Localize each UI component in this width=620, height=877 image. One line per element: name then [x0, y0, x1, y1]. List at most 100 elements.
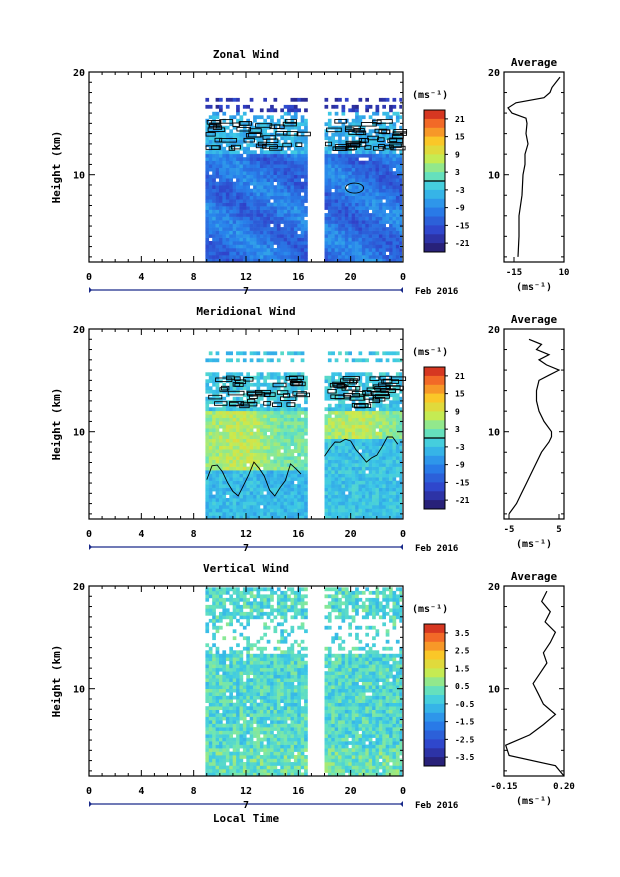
day-label: 7	[243, 286, 249, 297]
profile-y-tick-label: 20	[488, 68, 500, 79]
x-tick-label: 16	[292, 786, 304, 797]
y-axis-label: Height (km)	[50, 388, 63, 461]
profile-x-axis-label: (ms⁻¹)	[516, 282, 552, 293]
profile-x-axis-label: (ms⁻¹)	[516, 539, 552, 550]
colorbar-tick-label: -9	[455, 461, 465, 470]
colorbar-tick-label: 9	[455, 150, 460, 159]
profile-line	[509, 339, 559, 514]
day-label: 7	[243, 800, 249, 811]
profile-x-tick-label: 5	[556, 525, 561, 535]
colorbar-tick-label: 0.5	[455, 682, 470, 691]
colorbar-tick-label: -15	[455, 221, 470, 230]
profile-line	[508, 77, 560, 257]
colorbar-tick-label: 15	[455, 390, 465, 399]
colorbar-tick-label: -3	[455, 186, 465, 195]
panel-title: Vertical Wind	[203, 562, 289, 575]
heatmap-vert	[205, 587, 402, 776]
panel-zonal: Zonal Wind 10 20 Height (km) 0 4 8 12 16 20 0 7 Feb …	[50, 48, 569, 297]
panel-merid: Meridional Wind 10 20 Height (km) 0 4 8 12 16 20 0…	[50, 305, 564, 554]
day-label: 7	[243, 543, 249, 554]
colorbar-tick-label: 1.5	[455, 664, 470, 673]
y-tick-label: 10	[73, 428, 85, 439]
colorbar-zonal: 21 15 9 3 -3 -9 -15 -21 (ms⁻¹)	[412, 90, 470, 253]
x-tick-label: 0	[86, 529, 92, 540]
colorbar-unit: (ms⁻¹)	[412, 604, 448, 615]
profile-merid: Average 10 20 -5 5 (ms⁻¹)	[488, 313, 564, 550]
colorbar-tick-label: -2.5	[455, 735, 474, 744]
colorbar-tick-label: -1.5	[455, 718, 474, 727]
x-tick-label: 12	[240, 529, 252, 540]
profile-x-axis-label: (ms⁻¹)	[516, 796, 552, 807]
colorbar-unit: (ms⁻¹)	[412, 347, 448, 358]
x-tick-label: 0	[86, 272, 92, 283]
profile-x-tick-label: -5	[504, 525, 515, 535]
x-tick-label: 0	[400, 529, 406, 540]
colorbar-tick-label: 3	[455, 168, 460, 177]
profile-y-tick-label: 10	[488, 428, 500, 439]
colorbar-tick-label: 15	[455, 133, 465, 142]
profile-x-tick-label: -15	[506, 268, 522, 278]
y-axis-label: Height (km)	[50, 131, 63, 204]
y-axis-label: Height (km)	[50, 645, 63, 718]
colorbar-unit: (ms⁻¹)	[412, 90, 448, 101]
x-tick-label: 16	[292, 272, 304, 283]
x-tick-label: 20	[345, 786, 357, 797]
x-axis-label: Local Time	[213, 812, 280, 825]
profile-y-tick-label: 10	[488, 171, 500, 182]
colorbar-tick-label: 3.5	[455, 629, 470, 638]
profile-vert: Average 10 20 -0.15 0.20(ms⁻¹)	[488, 570, 575, 807]
colorbar-tick-label: -15	[455, 478, 470, 487]
colorbar-tick-label: -9	[455, 204, 465, 213]
x-tick-label: 20	[345, 529, 357, 540]
y-tick-label: 20	[73, 325, 85, 336]
profile-zonal: Average 10 20 -15 10 (ms⁻¹)	[488, 56, 569, 293]
colorbar-vert: 3.5 2.5 1.5 0.5 -0.5 -1.5 -2.5 -3.5 (ms⁻¹)	[412, 604, 474, 767]
x-tick-label: 8	[191, 272, 197, 283]
x-tick-label: 4	[138, 786, 144, 797]
x-tick-label: 8	[191, 529, 197, 540]
x-tick-label: 4	[138, 529, 144, 540]
profile-x-tick-label: -0.15	[490, 782, 517, 792]
profile-y-tick-label: 20	[488, 582, 500, 593]
colorbar-tick-label: -3.5	[455, 753, 474, 762]
profile-title: Average	[511, 570, 558, 583]
x-tick-label: 12	[240, 786, 252, 797]
colorbar-tick-label: 3	[455, 425, 460, 434]
x-tick-label: 12	[240, 272, 252, 283]
profile-frame	[504, 72, 564, 262]
date-label: Feb 2016	[415, 801, 458, 811]
profile-x-tick-label: 0.20	[553, 782, 575, 792]
colorbar-tick-label: 21	[455, 372, 465, 381]
profile-y-tick-label: 20	[488, 325, 500, 336]
panel-title: Zonal Wind	[213, 48, 279, 61]
y-tick-label: 10	[73, 685, 85, 696]
x-tick-label: 0	[400, 786, 406, 797]
x-tick-label: 16	[292, 529, 304, 540]
colorbar-tick-label: -21	[455, 496, 470, 505]
panel-title: Meridional Wind	[196, 305, 295, 318]
profile-y-tick-label: 10	[488, 685, 500, 696]
y-tick-label: 20	[73, 68, 85, 79]
colorbar-tick-label: -21	[455, 239, 470, 248]
date-label: Feb 2016	[415, 544, 458, 554]
colorbar-tick-label: 21	[455, 115, 465, 124]
profile-line	[506, 591, 564, 776]
date-label: Feb 2016	[415, 287, 458, 297]
colorbar-tick-label: 2.5	[455, 647, 470, 656]
x-tick-label: 20	[345, 272, 357, 283]
x-tick-label: 8	[191, 786, 197, 797]
profile-title: Average	[511, 56, 558, 69]
y-tick-label: 10	[73, 171, 85, 182]
profile-frame	[504, 329, 564, 519]
profile-x-tick-label: 10	[559, 268, 570, 278]
profile-frame	[504, 586, 564, 776]
colorbar-tick-label: -0.5	[455, 700, 474, 709]
profile-title: Average	[511, 313, 558, 326]
x-tick-label: 4	[138, 272, 144, 283]
x-tick-label: 0	[86, 786, 92, 797]
colorbar-tick-label: 9	[455, 407, 460, 416]
x-tick-label: 0	[400, 272, 406, 283]
y-tick-label: 20	[73, 582, 85, 593]
